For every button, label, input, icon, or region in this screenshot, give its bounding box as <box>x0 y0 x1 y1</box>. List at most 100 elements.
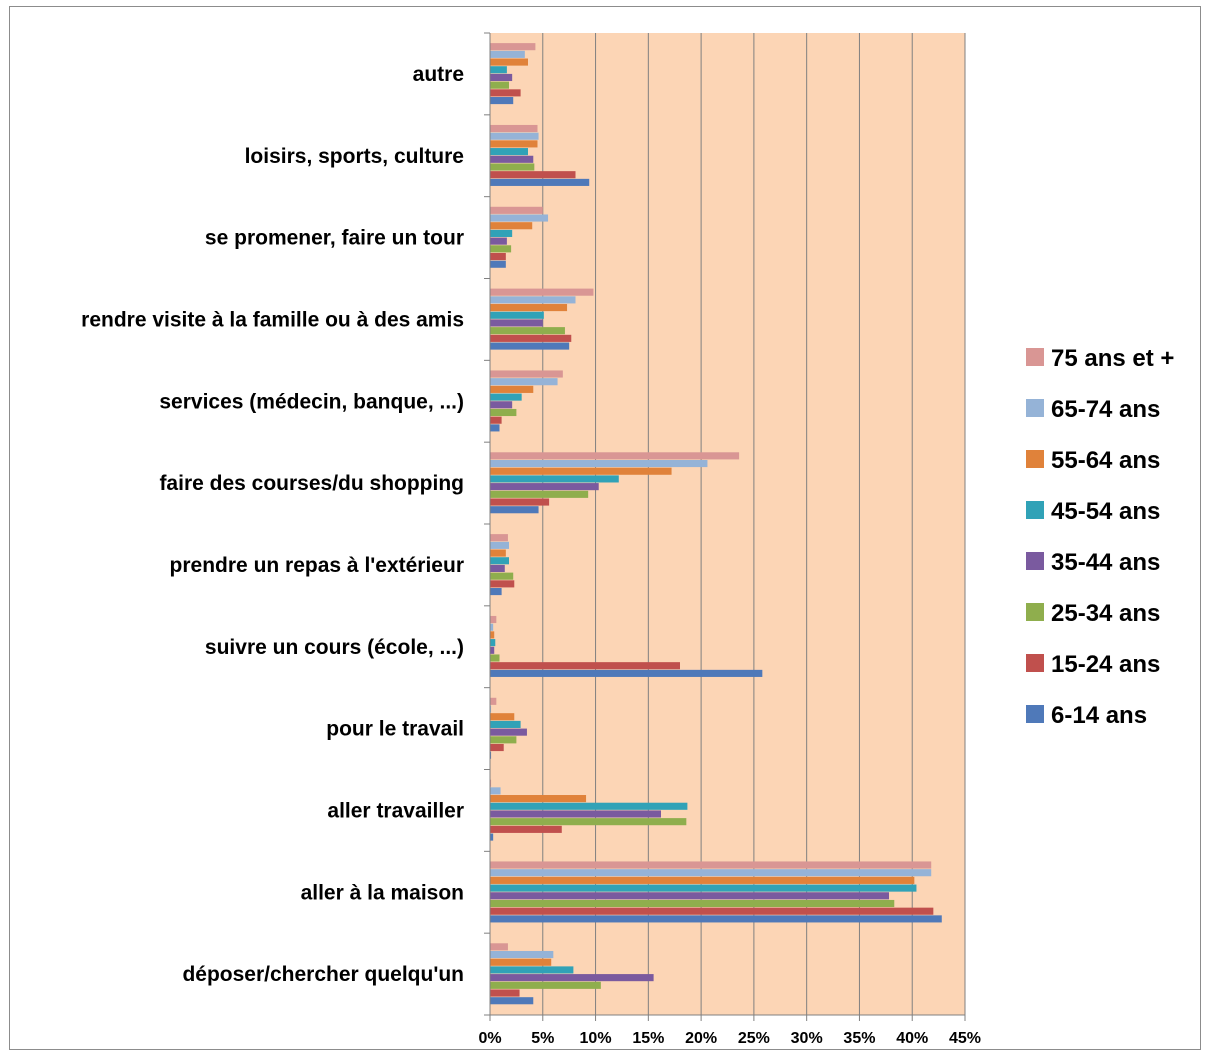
category-label: loisirs, sports, culture <box>245 145 464 168</box>
bar <box>490 393 522 401</box>
bar <box>490 981 601 989</box>
x-tick-label: 5% <box>531 1030 554 1047</box>
bar <box>490 876 915 884</box>
bar <box>490 534 508 542</box>
category-label: services (médecin, banque, ...) <box>159 390 464 413</box>
bar <box>490 178 590 186</box>
bar <box>490 646 495 654</box>
bar <box>490 572 514 580</box>
category-label: prendre un repas à l'extérieur <box>170 554 464 577</box>
bar <box>490 958 552 966</box>
gridlines <box>542 33 966 1015</box>
bar <box>490 148 528 156</box>
bar <box>490 713 515 721</box>
bar <box>490 132 539 140</box>
bar <box>490 825 562 833</box>
bar <box>490 950 554 959</box>
bar <box>490 697 497 705</box>
bar <box>490 408 517 417</box>
bar <box>490 288 594 296</box>
bar <box>490 124 538 133</box>
legend-swatch <box>1026 348 1044 366</box>
bar <box>490 743 504 752</box>
category-label: faire des courses/du shopping <box>159 472 464 495</box>
bar <box>490 654 500 662</box>
bar <box>490 73 513 82</box>
category-label: se promener, faire un tour <box>205 227 464 250</box>
bar <box>490 861 932 869</box>
legend-label: 25-34 ans <box>1051 600 1160 627</box>
bar <box>490 97 514 105</box>
bar <box>490 498 550 506</box>
bar <box>490 424 500 432</box>
bar <box>490 631 495 639</box>
bar <box>490 327 565 335</box>
bar <box>490 260 506 268</box>
bar <box>490 884 917 892</box>
bar <box>490 245 512 253</box>
bar <box>490 89 521 97</box>
category-label: aller travailler <box>327 799 464 822</box>
bar <box>490 296 576 304</box>
legend-swatch <box>1026 501 1044 519</box>
bars <box>490 43 942 1005</box>
bar <box>490 467 672 475</box>
bar <box>490 623 494 631</box>
bar <box>490 401 513 409</box>
bar <box>490 557 509 565</box>
legend-swatch <box>1026 654 1044 672</box>
x-tick-label: 30% <box>791 1030 823 1047</box>
bar <box>490 869 932 877</box>
x-tick-label: 35% <box>843 1030 875 1047</box>
bar <box>490 966 574 974</box>
bar <box>490 787 501 795</box>
x-tick-label: 20% <box>685 1030 717 1047</box>
bar <box>490 892 889 900</box>
bar <box>490 452 740 460</box>
category-label: suivre un cours (école, ...) <box>205 636 464 659</box>
legend-label: 55-64 ans <box>1051 447 1160 474</box>
legend-swatch <box>1026 399 1044 417</box>
bar <box>490 639 496 647</box>
plot-area <box>490 33 965 1015</box>
bar <box>490 43 536 51</box>
bar <box>490 50 525 58</box>
bar <box>490 728 527 736</box>
bar <box>490 802 688 810</box>
bar <box>490 81 509 89</box>
legend-label: 75 ans et + <box>1051 345 1174 372</box>
bar <box>490 795 587 803</box>
legend-label: 15-24 ans <box>1051 651 1160 678</box>
bar <box>490 459 708 468</box>
bar <box>490 705 492 713</box>
bar <box>490 943 508 951</box>
bar <box>490 810 661 818</box>
x-tick-label: 15% <box>632 1030 664 1047</box>
x-tick-label: 25% <box>738 1030 770 1047</box>
bar <box>490 779 492 787</box>
bar <box>490 549 506 557</box>
bar <box>490 483 599 491</box>
bar <box>490 214 549 222</box>
bar <box>490 237 507 245</box>
bar <box>490 564 505 573</box>
bar <box>490 915 942 923</box>
legend-swatch <box>1026 450 1044 468</box>
bar <box>490 580 515 588</box>
bar <box>490 319 543 327</box>
legend-label: 35-44 ans <box>1051 549 1160 576</box>
category-label: rendre visite à la famille ou à des amis <box>81 308 464 331</box>
x-tick-label: 40% <box>896 1030 928 1047</box>
x-tick-label: 0% <box>478 1030 501 1047</box>
bar <box>490 416 502 424</box>
bar <box>490 304 568 312</box>
bar <box>490 989 520 997</box>
bar <box>490 222 533 230</box>
bar <box>490 899 895 908</box>
x-tick-label: 45% <box>949 1030 981 1047</box>
bar <box>490 140 538 148</box>
bar <box>490 490 589 498</box>
legend: 75 ans et + 65-74 ans 55-64 ans 45-54 ans 35… <box>1026 345 1174 729</box>
bar <box>490 736 517 744</box>
